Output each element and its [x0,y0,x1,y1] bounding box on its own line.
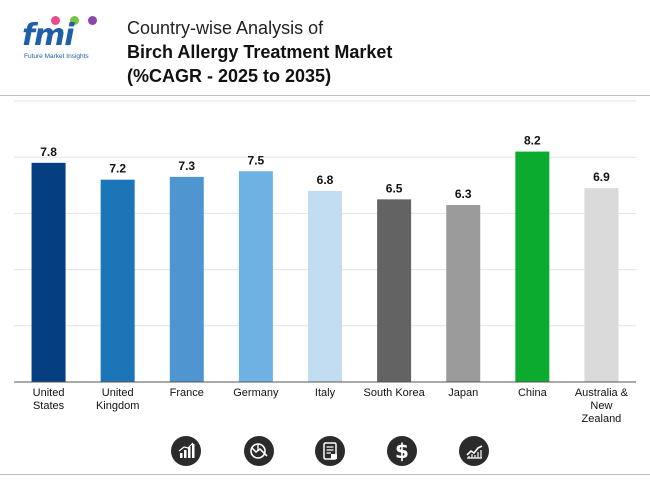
data-label: 6.3 [455,187,472,201]
category-label: Japan [448,387,478,399]
pie-chart-icon [244,436,274,466]
logo-dot-purple [88,16,97,25]
header-line-3: (%CAGR - 2025 to 2035) [127,66,332,86]
logo-wordmark: fmi [22,18,75,53]
bar [169,176,204,382]
category-label: United [33,387,65,399]
category-label: Kingdom [96,400,139,412]
bar [377,199,412,382]
logo-tagline: Future Market Insights [24,53,89,60]
category-label: South Korea [364,387,426,399]
category-label: France [170,387,204,399]
category-label: China [518,387,548,399]
fmi-logo: fmi Future Market Insights [22,14,108,64]
category-label: Australia & [575,387,629,399]
bar [515,151,550,382]
logo-dot-green [70,16,79,25]
dollar-icon: $ [387,436,417,466]
category-label: New [590,400,612,412]
bar-chart: 7.8UnitedStates7.2UnitedKingdom7.3France… [14,100,636,425]
header-line-2: Birch Allergy Treatment Market [127,42,393,62]
header-line-1: Country-wise Analysis of [127,18,324,38]
chart-header: Country-wise Analysis of Birch Allergy T… [127,16,392,88]
data-label: 7.2 [109,162,126,176]
document-icon [315,436,345,466]
data-label: 8.2 [524,134,541,148]
logo-dot-pink [51,16,60,25]
header-divider [0,95,650,96]
bar-chart-icon [171,436,201,466]
bar [446,204,481,382]
bar [100,179,135,382]
category-label: United [102,387,134,399]
data-label: 6.8 [317,173,334,187]
category-label: States [33,400,65,412]
category-label: Germany [233,387,279,399]
category-label: Italy [315,387,336,399]
data-label: 6.9 [593,170,610,184]
footer-divider [0,474,650,475]
bar [238,171,273,382]
data-label: 7.8 [40,145,57,159]
data-label: 6.5 [386,181,403,195]
bar [308,190,342,382]
data-label: 7.3 [178,159,195,173]
svg-text:$: $ [395,439,409,463]
bar [584,188,619,382]
category-label: Zealand [582,413,622,425]
line-chart-icon [459,436,489,466]
bar [31,162,66,382]
data-label: 7.5 [248,153,265,167]
